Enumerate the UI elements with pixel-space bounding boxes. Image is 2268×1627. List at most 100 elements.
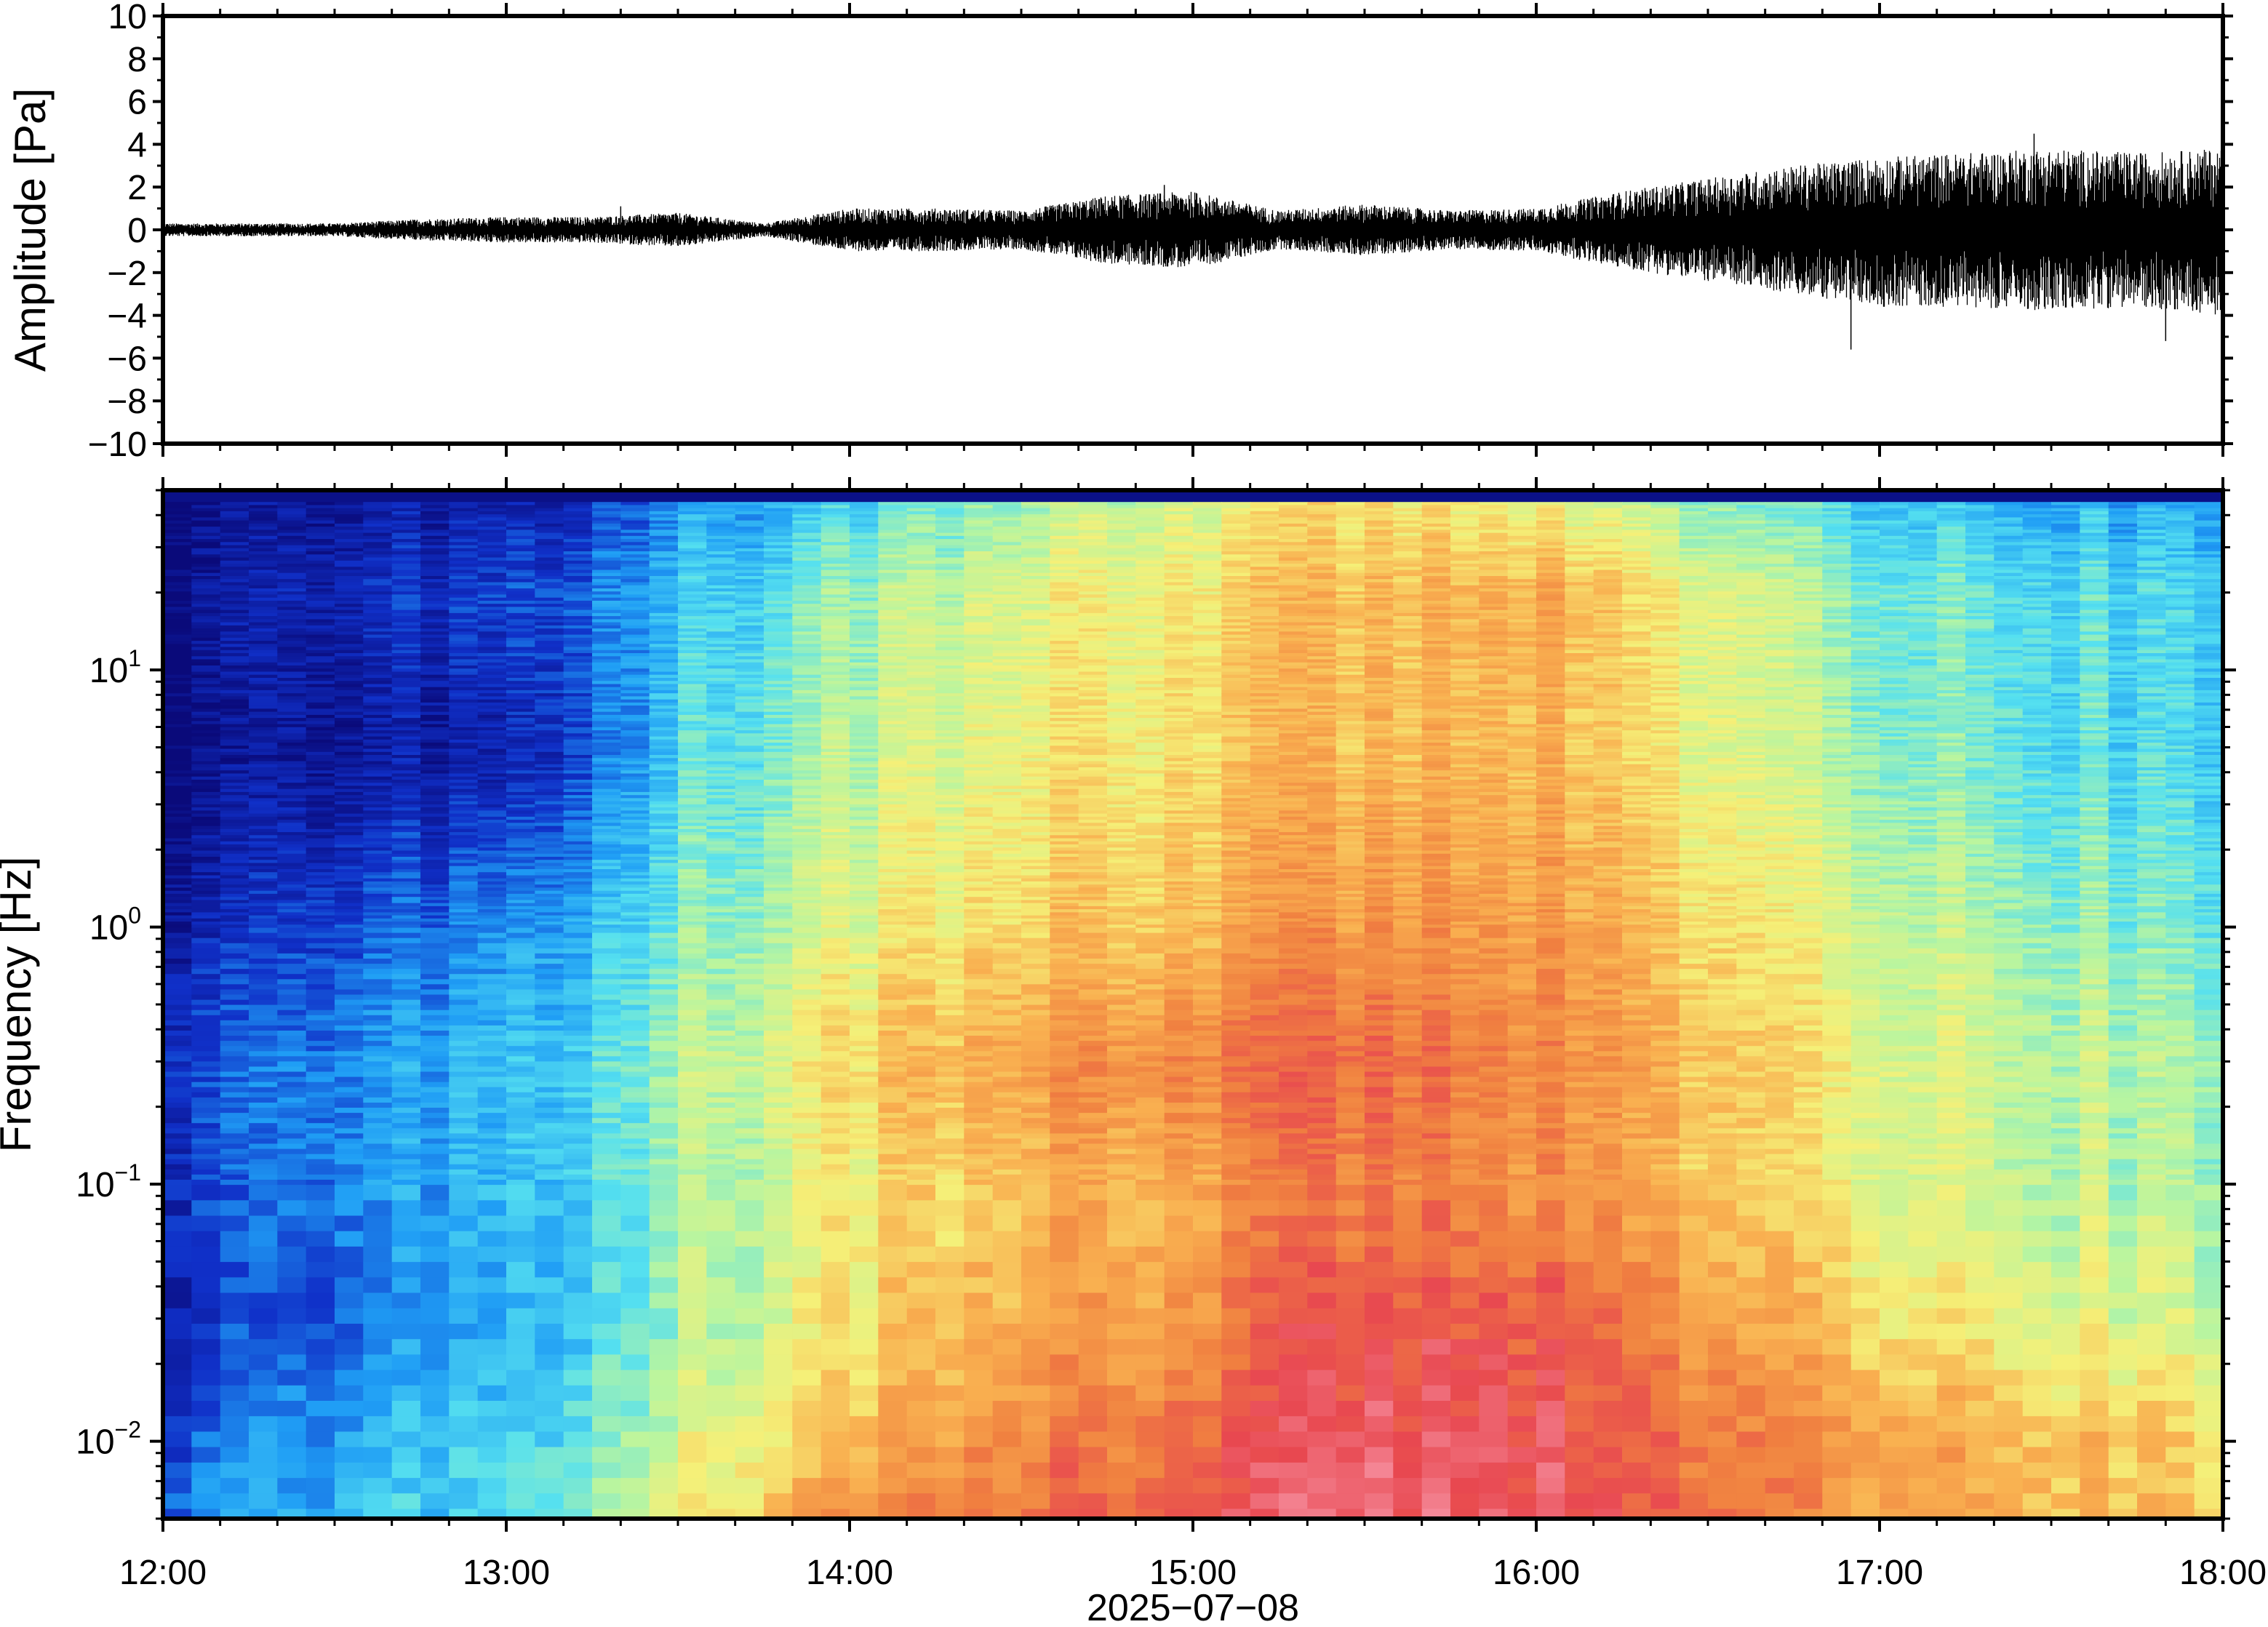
spectrogram-cell <box>163 969 192 975</box>
spectrogram-cell <box>363 554 392 558</box>
spectrogram-cell <box>678 919 707 922</box>
spectrogram-cell <box>764 798 793 801</box>
spectrogram-cell <box>392 906 421 910</box>
spectrogram-cell <box>392 703 421 706</box>
spectrogram-cell <box>420 1431 450 1447</box>
spectrogram-cell <box>220 1026 249 1031</box>
spectrogram-cell <box>592 1180 621 1186</box>
spectrogram-cell <box>620 1478 650 1494</box>
spectrogram-cell <box>420 1154 450 1160</box>
spectrogram-cell <box>191 573 220 577</box>
spectrogram-cell <box>163 1149 192 1155</box>
spectrogram-cell <box>449 1277 478 1293</box>
spectrogram-cell <box>163 989 192 995</box>
spectrogram-cell <box>306 964 335 970</box>
spectrogram-cell <box>191 860 220 863</box>
spectrogram-cell <box>735 696 764 700</box>
spectrogram-cell <box>478 872 507 876</box>
spectrogram-cell <box>592 1200 621 1216</box>
spectrogram-cell <box>678 1354 707 1370</box>
spectrogram-cell <box>392 585 421 589</box>
spectrogram-cell <box>363 882 392 885</box>
spectrogram-cell <box>535 607 564 610</box>
spectrogram-cell <box>363 656 392 660</box>
spectrogram-cell <box>535 703 564 706</box>
spectrogram-cell <box>478 785 507 789</box>
spectrogram-cell <box>163 1051 192 1057</box>
spectrogram-cell <box>163 1010 192 1016</box>
spectrogram-cell <box>449 625 478 629</box>
spectrogram-cell <box>449 724 478 728</box>
spectrogram-cell <box>592 684 621 688</box>
spectrogram-cell <box>420 583 450 586</box>
spectrogram-cell <box>478 672 507 676</box>
spectrogram-cell <box>306 1170 335 1175</box>
spectrogram-cell <box>735 684 764 688</box>
spectrogram-cell <box>306 619 335 623</box>
spectrogram-cell <box>564 705 593 709</box>
spectrogram-cell <box>792 1092 821 1098</box>
spectrogram-cell <box>478 733 507 737</box>
spectrogram-cell <box>277 1046 306 1052</box>
spectrogram-cell <box>650 1231 679 1247</box>
spectrogram-cell <box>277 663 306 666</box>
spectrogram-cell <box>363 545 392 549</box>
spectrogram-cell <box>564 681 593 684</box>
spectrogram-cell <box>277 770 306 774</box>
spectrogram-cell <box>478 1416 507 1432</box>
spectrogram-cell <box>506 938 535 944</box>
spectrogram-cell <box>392 900 421 903</box>
spectrogram-cell <box>420 752 450 756</box>
spectrogram-cell <box>363 607 392 610</box>
spectrogram-cell <box>220 733 249 737</box>
spectrogram-cell <box>335 752 364 756</box>
spectrogram-cell <box>678 1463 707 1479</box>
spectrogram-cell <box>592 573 621 577</box>
spectrogram-cell <box>592 712 621 716</box>
spectrogram-cell <box>363 533 392 537</box>
spectrogram-cell <box>420 826 450 830</box>
spectrogram-cell <box>363 1277 392 1293</box>
spectrogram-cell <box>277 1098 306 1103</box>
spectrogram-cell <box>392 1046 421 1052</box>
spectrogram-cell <box>792 721 821 724</box>
spectrogram-cell <box>277 1431 306 1447</box>
spectrogram-cell <box>306 740 335 743</box>
spectrogram-cell <box>363 631 392 635</box>
spectrogram-cell <box>506 727 535 731</box>
spectrogram-cell <box>478 1123 507 1129</box>
spectrogram-cell <box>420 684 450 688</box>
spectrogram-cell <box>449 743 478 746</box>
spectrogram-cell <box>220 1293 249 1309</box>
spectrogram-cell <box>564 508 593 512</box>
spectrogram-cell <box>392 826 421 830</box>
spectrogram-cell <box>163 1339 192 1355</box>
spectrogram-cell <box>277 798 306 801</box>
spectrogram-cell <box>478 922 507 925</box>
spectrogram-cell <box>620 1010 650 1016</box>
spectrogram-cell <box>277 1051 306 1057</box>
spectrogram-cell <box>249 1046 278 1052</box>
spectrogram-cell <box>592 767 621 771</box>
spectrogram-cell <box>449 668 478 672</box>
spectrogram-cell <box>592 743 621 746</box>
spectrogram-cell <box>620 579 650 583</box>
spectrogram-cell <box>191 1067 220 1073</box>
spectrogram-cell <box>363 795 392 799</box>
spectrogram-cell <box>392 795 421 799</box>
spectrogram-cell <box>592 591 621 595</box>
spectrogram-cell <box>277 780 306 783</box>
spectrogram-cell <box>449 715 478 719</box>
spectrogram-cell <box>306 693 335 697</box>
spectrogram-cell <box>277 536 306 540</box>
spectrogram-cell <box>306 638 335 641</box>
spectrogram-cell <box>420 1138 450 1144</box>
spectrogram-cell <box>363 1067 392 1073</box>
spectrogram-cell <box>650 1493 679 1509</box>
spectrogram-cell <box>163 665 192 669</box>
spectrogram-cell <box>650 1370 679 1386</box>
spectrogram-cell <box>249 700 278 703</box>
spectrogram-cell <box>163 548 192 552</box>
spectrogram-cell <box>478 876 507 879</box>
spectrogram-cell <box>306 601 335 604</box>
